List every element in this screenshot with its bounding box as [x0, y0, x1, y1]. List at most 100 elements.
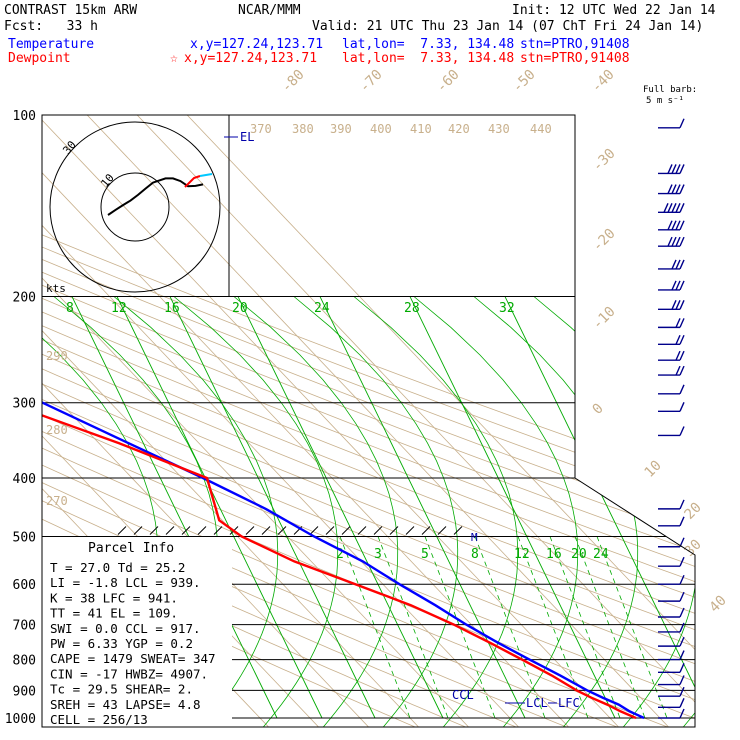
wind-barb-flag [671, 236, 677, 247]
mixing-ratio-label: 3 [374, 547, 382, 562]
wind-barb-flag [679, 280, 685, 291]
wind-barb-flag [679, 698, 685, 708]
wind-barb-flag [675, 350, 681, 361]
mixing-ratio-label: 16 [546, 547, 562, 562]
dry-adiabat [42, 115, 695, 727]
isotherm-line [42, 115, 473, 727]
wind-barb-flag [679, 650, 685, 660]
forecast-hour: Fcst: 33 h [4, 19, 98, 34]
dry-adiabat [42, 115, 695, 727]
mixing-ratio-dashed [596, 536, 668, 719]
wind-barb-flag [679, 622, 685, 633]
freezing-level-hatch [405, 526, 415, 535]
dry-adiabat [42, 115, 695, 727]
isotherm-label: -60 [434, 67, 463, 96]
mixing-ratio-label: 32 [499, 301, 515, 316]
isotherm-label: -30 [590, 146, 619, 175]
hodograph-trace-cyan [199, 173, 213, 177]
wind-barb-flag [675, 259, 681, 270]
wind-barb-flag [679, 236, 685, 247]
model-title: CONTRAST 15km ARW [4, 3, 137, 18]
temperature-legend: Temperature [8, 37, 94, 52]
wind-barb-flag [671, 300, 677, 310]
isotherm-label: 0 [590, 401, 607, 418]
parcel-info-row: SREH = 43 LAPSE= 4.8 [50, 697, 201, 712]
freezing-level-hatch [181, 526, 191, 535]
dry-adiabat [42, 115, 627, 727]
theta-label: 270 [46, 494, 68, 508]
lfc-marker: LFC [558, 696, 580, 710]
wind-barb-flag [667, 184, 673, 194]
pressure-label-700: 700 [13, 619, 36, 634]
theta-label: 440 [530, 122, 552, 136]
wind-barb-flag [679, 499, 685, 510]
wind-barb-flag [675, 184, 681, 194]
mixing-ratio-dashed [424, 536, 496, 719]
mixing-ratio-line [116, 296, 323, 719]
level-markers: EL M CCL LCL LFC [224, 130, 580, 710]
dry-adiabat [42, 115, 695, 727]
dewpoint-star-icon: ☆ [170, 51, 178, 66]
mixing-ratio-label: 20 [232, 301, 248, 316]
wind-barb-flag [679, 708, 685, 719]
moist-adiabat [173, 296, 339, 727]
wind-barb-flag [679, 334, 685, 345]
mixing-ratio-label: 16 [164, 301, 180, 316]
theta-label: 430 [488, 122, 510, 136]
wind-barb-flag [679, 318, 685, 328]
wind-barb-flag [679, 591, 685, 602]
wind-barb-flag [671, 203, 677, 213]
wind-barb-flag [663, 203, 669, 213]
mixing-ratio-label: 8 [471, 547, 479, 562]
parcel-info-row: Tc = 29.5 SHEAR= 2. [50, 682, 193, 697]
wind-barb-flag [671, 164, 677, 174]
hodograph-ring-label: 10 [98, 171, 116, 190]
hodograph-ring-inner [100, 172, 170, 242]
mixing-ratio-dashed [377, 536, 449, 719]
plot-frame [41, 114, 696, 728]
hodograph-trace-red [184, 175, 201, 188]
freezing-level-hatch [165, 526, 175, 535]
dry-adiabat [42, 115, 695, 727]
wind-barb-flag [679, 574, 685, 585]
moist-adiabat [233, 296, 399, 727]
mixing-ratio-label: 28 [404, 301, 420, 316]
freezing-level-hatch [341, 526, 351, 535]
wind-barb-flag [675, 334, 681, 345]
mixing-ratio-label: 8 [66, 301, 74, 316]
dry-adiabat [42, 115, 695, 727]
wind-barb-flag [667, 164, 673, 174]
hodograph-ring-label: 30 [60, 138, 78, 157]
isotherm-label: -70 [357, 67, 386, 96]
wind-barb-flag [679, 118, 685, 129]
wind-barb-flag [675, 236, 681, 247]
wind-barb-flag [675, 300, 681, 310]
freezing-level-hatch [373, 526, 383, 535]
freezing-level-hatch [437, 526, 447, 535]
temperature-xy: x,y=127.24,123.71 [190, 37, 323, 52]
wind-barb-flag [671, 259, 677, 270]
freezing-level-hatch [421, 526, 431, 535]
parcel-info-row: K = 38 LFC = 941. [50, 590, 178, 605]
freezing-level-hatch [261, 526, 271, 535]
mixing-ratio-line [71, 296, 278, 719]
freezing-level-hatch [117, 526, 127, 535]
dry-adiabat [42, 115, 695, 727]
mixing-ratio-label: 24 [593, 547, 609, 562]
wind-barb-flag [679, 220, 685, 231]
wind-barb-flag [675, 203, 681, 213]
wind-barb-flag [679, 300, 685, 310]
dewpoint-latlon: lat,lon= 7.33, 134.48 [342, 51, 514, 66]
parcel-info-row: LI = -1.8 LCL = 939. [50, 575, 201, 590]
wind-barb-flag [675, 280, 681, 291]
valid-time: Valid: 21 UTC Thu 23 Jan 14 (07 ChT Fri … [312, 19, 703, 34]
wind-barb-flag [679, 426, 685, 436]
isotherm-line [42, 115, 523, 727]
pressure-label-600: 600 [13, 578, 36, 593]
mixing-ratio-dashed [574, 536, 646, 719]
wind-barb-flag [679, 636, 685, 647]
init-time: Init: 12 UTC Wed 22 Jan 14 [512, 3, 716, 18]
parcel-info-row: T = 27.0 Td = 25.2 [50, 560, 185, 575]
m-marker: M [471, 531, 478, 544]
isotherm-line [42, 115, 423, 727]
